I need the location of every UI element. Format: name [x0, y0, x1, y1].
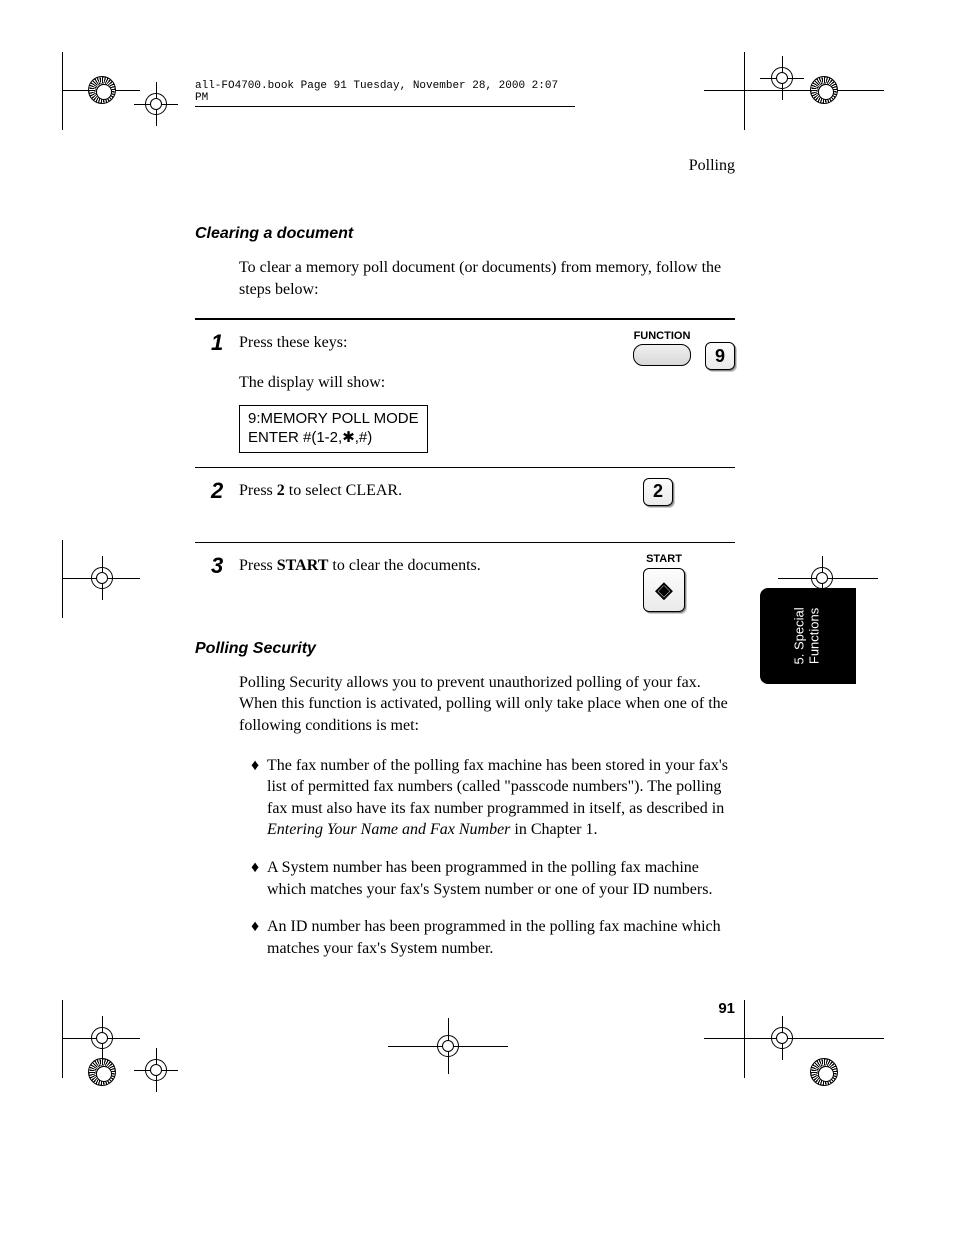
section-title-clearing: Clearing a document: [195, 225, 735, 243]
step-text: Press 2 to select CLEAR.: [239, 478, 625, 504]
start-key: START ◈: [643, 553, 685, 612]
bullet-icon: ♦: [251, 755, 267, 841]
crop-line: [62, 52, 63, 130]
chapter-tab-line1: 5. Special: [792, 607, 807, 664]
lcd-line2: ENTER #(1-2,✱,#): [248, 429, 372, 446]
register-mark-icon: [426, 1024, 470, 1068]
step-text: Press START to clear the documents.: [239, 553, 625, 579]
divider: [195, 467, 735, 468]
register-mark-icon: [80, 1016, 124, 1060]
bullet-icon: ♦: [251, 916, 267, 959]
register-rosette-icon: [88, 76, 116, 104]
step-text: Press these keys:: [239, 330, 615, 356]
step-1: 1 Press these keys: The display will sho…: [195, 330, 735, 453]
divider: [195, 318, 735, 320]
chapter-tab-line2: Functions: [807, 608, 822, 664]
register-mark-icon: [760, 56, 804, 100]
lcd-display: 9:MEMORY POLL MODE ENTER #(1-2,✱,#): [239, 405, 428, 453]
key-2: 2: [643, 478, 673, 506]
bullet-item: ♦ An ID number has been programmed in th…: [251, 916, 735, 959]
register-rosette-icon: [810, 76, 838, 104]
crop-line: [62, 1000, 63, 1078]
lcd-line1: 9:MEMORY POLL MODE: [248, 410, 419, 427]
page-number: 91: [718, 1000, 735, 1017]
running-head: Polling: [195, 157, 735, 175]
step-number: 3: [195, 553, 239, 577]
bullet-item: ♦ The fax number of the polling fax mach…: [251, 755, 735, 841]
bullet-icon: ♦: [251, 857, 267, 900]
step-number: 2: [195, 478, 239, 502]
bullet-text: A System number has been programmed in t…: [267, 857, 735, 900]
bullet-item: ♦ A System number has been programmed in…: [251, 857, 735, 900]
register-mark-icon: [134, 82, 178, 126]
section-intro: Polling Security allows you to prevent u…: [239, 672, 735, 737]
section-title-security: Polling Security: [195, 640, 735, 658]
bullet-text: An ID number has been programmed in the …: [267, 916, 735, 959]
register-rosette-icon: [88, 1058, 116, 1086]
bullet-text: The fax number of the polling fax machin…: [267, 755, 735, 841]
start-key-icon: ◈: [643, 568, 685, 612]
step-text: The display will show:: [239, 370, 615, 396]
crop-line: [62, 540, 63, 618]
function-key-icon: [633, 344, 691, 366]
register-mark-icon: [134, 1048, 178, 1092]
divider: [195, 542, 735, 543]
step-number: 1: [195, 330, 239, 354]
crop-line: [744, 52, 745, 130]
section-intro: To clear a memory poll document (or docu…: [239, 257, 735, 300]
chapter-tab: 5. Special Functions: [760, 588, 856, 684]
function-key-label: FUNCTION: [634, 330, 691, 342]
crop-line: [744, 1000, 745, 1078]
register-mark-icon: [760, 1016, 804, 1060]
step-2: 2 Press 2 to select CLEAR. 2: [195, 478, 735, 506]
register-rosette-icon: [810, 1058, 838, 1086]
file-header: all-FO4700.book Page 91 Tuesday, Novembe…: [195, 80, 575, 107]
start-key-label: START: [646, 553, 682, 565]
step-3: 3 Press START to clear the documents. ST…: [195, 553, 735, 612]
function-key: FUNCTION: [633, 330, 691, 366]
register-mark-icon: [80, 556, 124, 600]
key-9: 9: [705, 342, 735, 370]
